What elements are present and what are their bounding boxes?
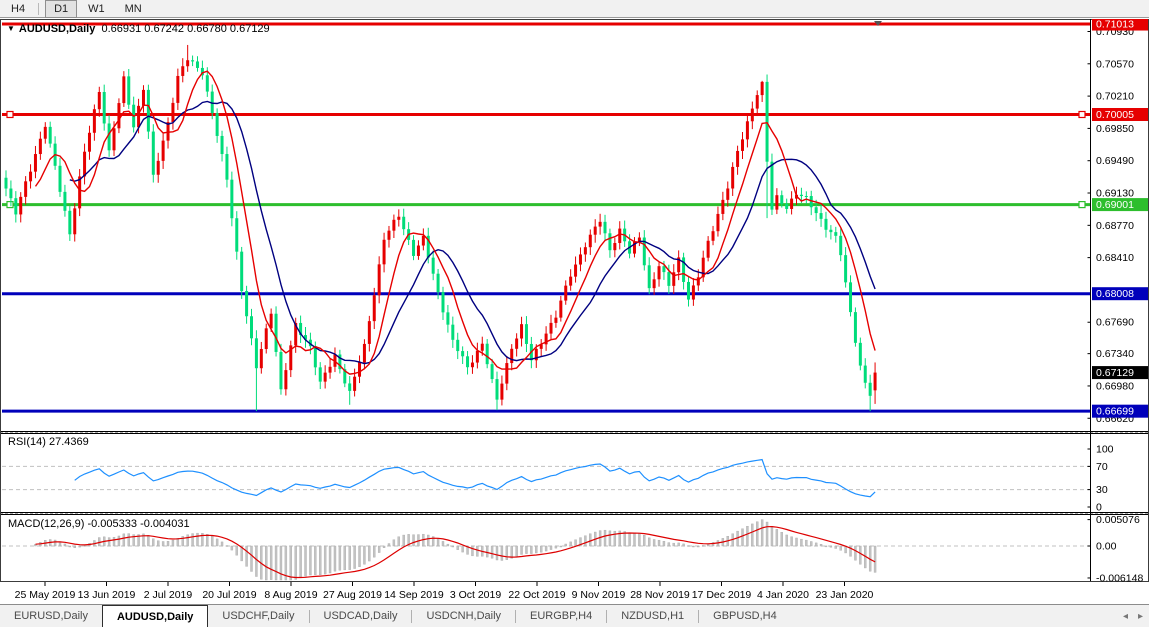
price-axis-label: 0.66980 [1096, 380, 1134, 392]
price-badge-0.69001: 0.69001 [1092, 198, 1148, 212]
date-axis-label: 27 Aug 2019 [323, 589, 382, 601]
price-badge-0.66699: 0.66699 [1092, 404, 1148, 418]
toolbar-separator [38, 2, 40, 15]
svg-text:0.66699: 0.66699 [1096, 406, 1134, 418]
level-handle[interactable] [1078, 110, 1086, 119]
chart-tab-eurgbp[interactable]: EURGBP,H4 [530, 610, 593, 622]
price-axis[interactable]: 0.709300.705700.702100.698500.694900.691… [1087, 19, 1149, 425]
timeframe-button-h4[interactable]: H4 [11, 2, 26, 15]
tab-separator [515, 609, 517, 623]
tab-separator [698, 609, 700, 623]
date-axis-label: 22 Oct 2019 [508, 589, 565, 601]
level-handle[interactable] [6, 200, 14, 209]
svg-text:70: 70 [1096, 461, 1108, 473]
chevron-down-icon[interactable]: ▼ [7, 24, 15, 33]
rsi-axis: 100 70 30 0 [1087, 444, 1114, 514]
date-axis-label: 20 Jul 2019 [202, 589, 256, 601]
tab-separator [411, 609, 413, 623]
chart-tab-audusd[interactable]: AUDUSD,Daily [101, 605, 209, 627]
svg-text:0: 0 [1096, 502, 1102, 514]
rsi-indicator-label: RSI(14) 27.4369 [8, 436, 89, 448]
timeframe-button-d1[interactable]: D1 [45, 0, 78, 18]
timeframe-button-w1[interactable]: W1 [88, 2, 105, 15]
symbol-title: AUDUSD,Daily [18, 23, 96, 35]
date-axis-label: 8 Aug 2019 [264, 589, 317, 601]
panel-borders [0, 19, 1149, 582]
date-axis-label: 2 Jul 2019 [144, 589, 193, 601]
date-axis[interactable]: 25 May 2019 13 Jun 2019 2 Jul 2019 20 Jul 2… [15, 582, 874, 601]
tab-scroll-arrows: ◂ ▸ [1123, 605, 1143, 628]
date-axis-label: 25 May 2019 [15, 589, 76, 601]
price-badge-0.71013: 0.71013 [1092, 19, 1148, 31]
date-axis-label: 17 Dec 2019 [692, 589, 752, 601]
chart-tab-usdcad[interactable]: USDCAD,Daily [323, 610, 398, 622]
svg-text:0.68008: 0.68008 [1096, 288, 1134, 300]
svg-text:0.69001: 0.69001 [1096, 199, 1134, 211]
price-badge-0.70005: 0.70005 [1092, 107, 1148, 121]
date-axis-label: 14 Sep 2019 [384, 589, 444, 601]
price-axis-label: 0.70570 [1096, 58, 1134, 70]
horizontal-level-lines[interactable] [2, 22, 1090, 413]
rsi-line [74, 458, 876, 498]
svg-text:0.00: 0.00 [1096, 541, 1117, 553]
date-axis-label: 28 Nov 2019 [630, 589, 690, 601]
chart-tab-eurusd[interactable]: EURUSD,Daily [14, 610, 88, 622]
svg-text:0.70005: 0.70005 [1096, 109, 1134, 121]
svg-text:30: 30 [1096, 484, 1108, 496]
chart-shift-marker-icon[interactable] [874, 21, 882, 26]
price-axis-label: 0.67340 [1096, 348, 1134, 360]
date-axis-label: 3 Oct 2019 [450, 589, 502, 601]
candlestick-series[interactable] [4, 44, 877, 412]
price-axis-label: 0.69490 [1096, 155, 1134, 167]
ma-fast-line [34, 70, 876, 375]
ma-slow-line [69, 100, 876, 365]
tab-scroll-right-icon[interactable]: ▸ [1137, 611, 1143, 622]
macd-indicator-label: MACD(12,26,9) -0.005333 -0.004031 [8, 518, 190, 530]
price-axis-label: 0.68770 [1096, 220, 1134, 232]
date-axis-label: 4 Jan 2020 [757, 589, 809, 601]
price-axis-label: 0.68410 [1096, 252, 1134, 264]
svg-text:100: 100 [1096, 444, 1114, 456]
tab-separator [606, 609, 608, 623]
svg-text:0.71013: 0.71013 [1096, 19, 1134, 31]
price-badge-0.67129: 0.67129 [1092, 366, 1148, 380]
date-axis-label: 9 Nov 2019 [572, 589, 626, 601]
chart-tab-gbpusd[interactable]: GBPUSD,H4 [713, 610, 777, 622]
price-badge-0.68008: 0.68008 [1092, 287, 1148, 301]
chart-area[interactable]: 0.709300.705700.702100.698500.694900.691… [0, 19, 1149, 604]
price-axis-label: 0.70210 [1096, 91, 1134, 103]
chart-tab-usdchf[interactable]: USDCHF,Daily [222, 610, 295, 622]
price-axis-label: 0.69130 [1096, 188, 1134, 200]
date-axis-label: 13 Jun 2019 [78, 589, 136, 601]
svg-text:-0.006148: -0.006148 [1096, 572, 1143, 584]
price-axis-label: 0.69850 [1096, 123, 1134, 135]
timeframe-toolbar: H4 D1 W1 MN [0, 0, 1149, 18]
ohlc-values: 0.66931 0.67242 0.66780 0.67129 [101, 23, 270, 35]
chart-tab-usdcnh[interactable]: USDCNH,Daily [426, 610, 502, 622]
svg-text:0.005076: 0.005076 [1096, 514, 1140, 526]
price-axis-label: 0.67690 [1096, 317, 1134, 329]
chart-background [0, 19, 1149, 604]
tab-separator [308, 609, 310, 623]
chart-header: ▼ AUDUSD,Daily 0.66931 0.67242 0.66780 0.… [7, 23, 270, 35]
date-axis-label: 23 Jan 2020 [816, 589, 874, 601]
svg-text:0.67129: 0.67129 [1096, 367, 1134, 379]
macd-signal-line [35, 525, 876, 579]
level-handle[interactable] [6, 110, 14, 119]
macd-axis: 0.005076 0.00 -0.006148 [1087, 514, 1143, 584]
level-handle[interactable] [1078, 200, 1086, 209]
chart-tab-nzdusd[interactable]: NZDUSD,H1 [621, 610, 685, 622]
rsi-level-lines [2, 465, 1090, 491]
chart-tabs-bar: ◂ ▸ EURUSD,Daily AUDUSD,Daily USDCHF,Daily… [0, 604, 1149, 627]
tab-scroll-left-icon[interactable]: ◂ [1122, 611, 1128, 622]
timeframe-button-mn[interactable]: MN [124, 2, 142, 15]
